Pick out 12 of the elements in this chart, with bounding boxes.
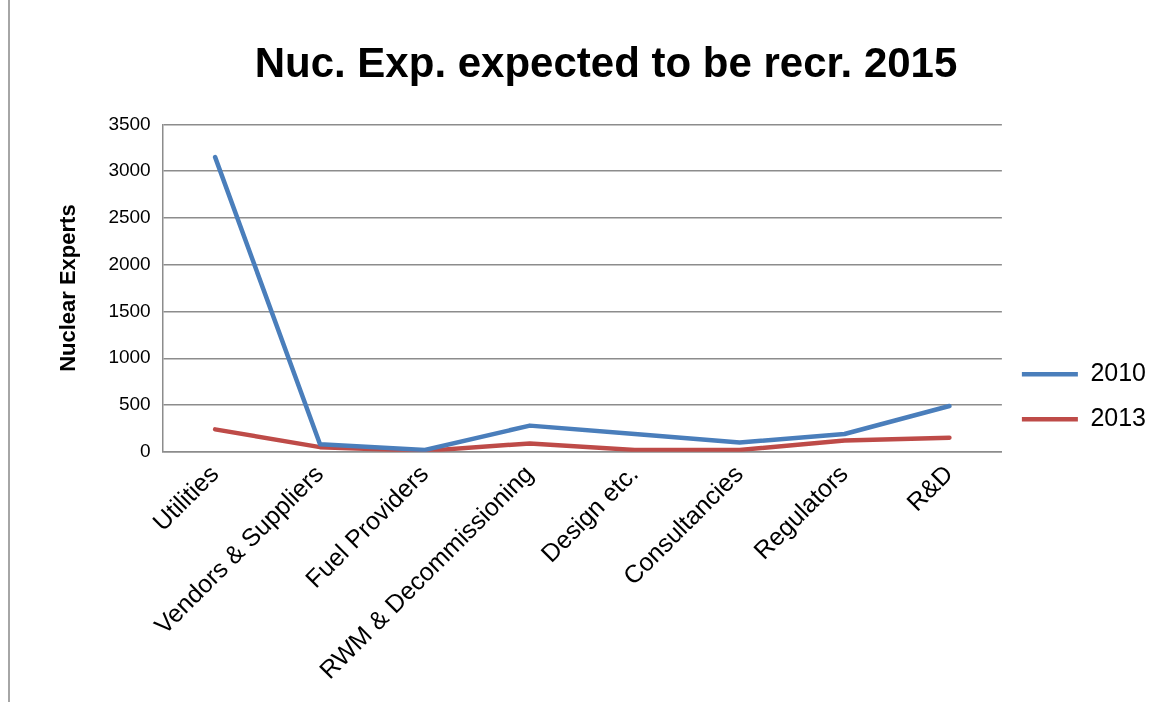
legend-label: 2010 (1090, 358, 1147, 387)
y-tick-label: 1500 (108, 299, 151, 321)
y-tick-label: 2500 (108, 206, 151, 228)
y-tick-label: 500 (118, 393, 151, 415)
y-tick-label: 3000 (108, 159, 151, 181)
y-tick-label: 2000 (108, 252, 151, 274)
y-tick-label: 0 (140, 440, 151, 462)
y-axis-title: Nuclear Experts (55, 204, 81, 372)
y-tick-label: 1000 (108, 346, 151, 368)
legend-label: 2013 (1090, 403, 1147, 432)
chart-title: Nuc. Exp. expected to be recr. 2015 (254, 38, 958, 86)
y-tick-label: 3500 (108, 112, 151, 134)
